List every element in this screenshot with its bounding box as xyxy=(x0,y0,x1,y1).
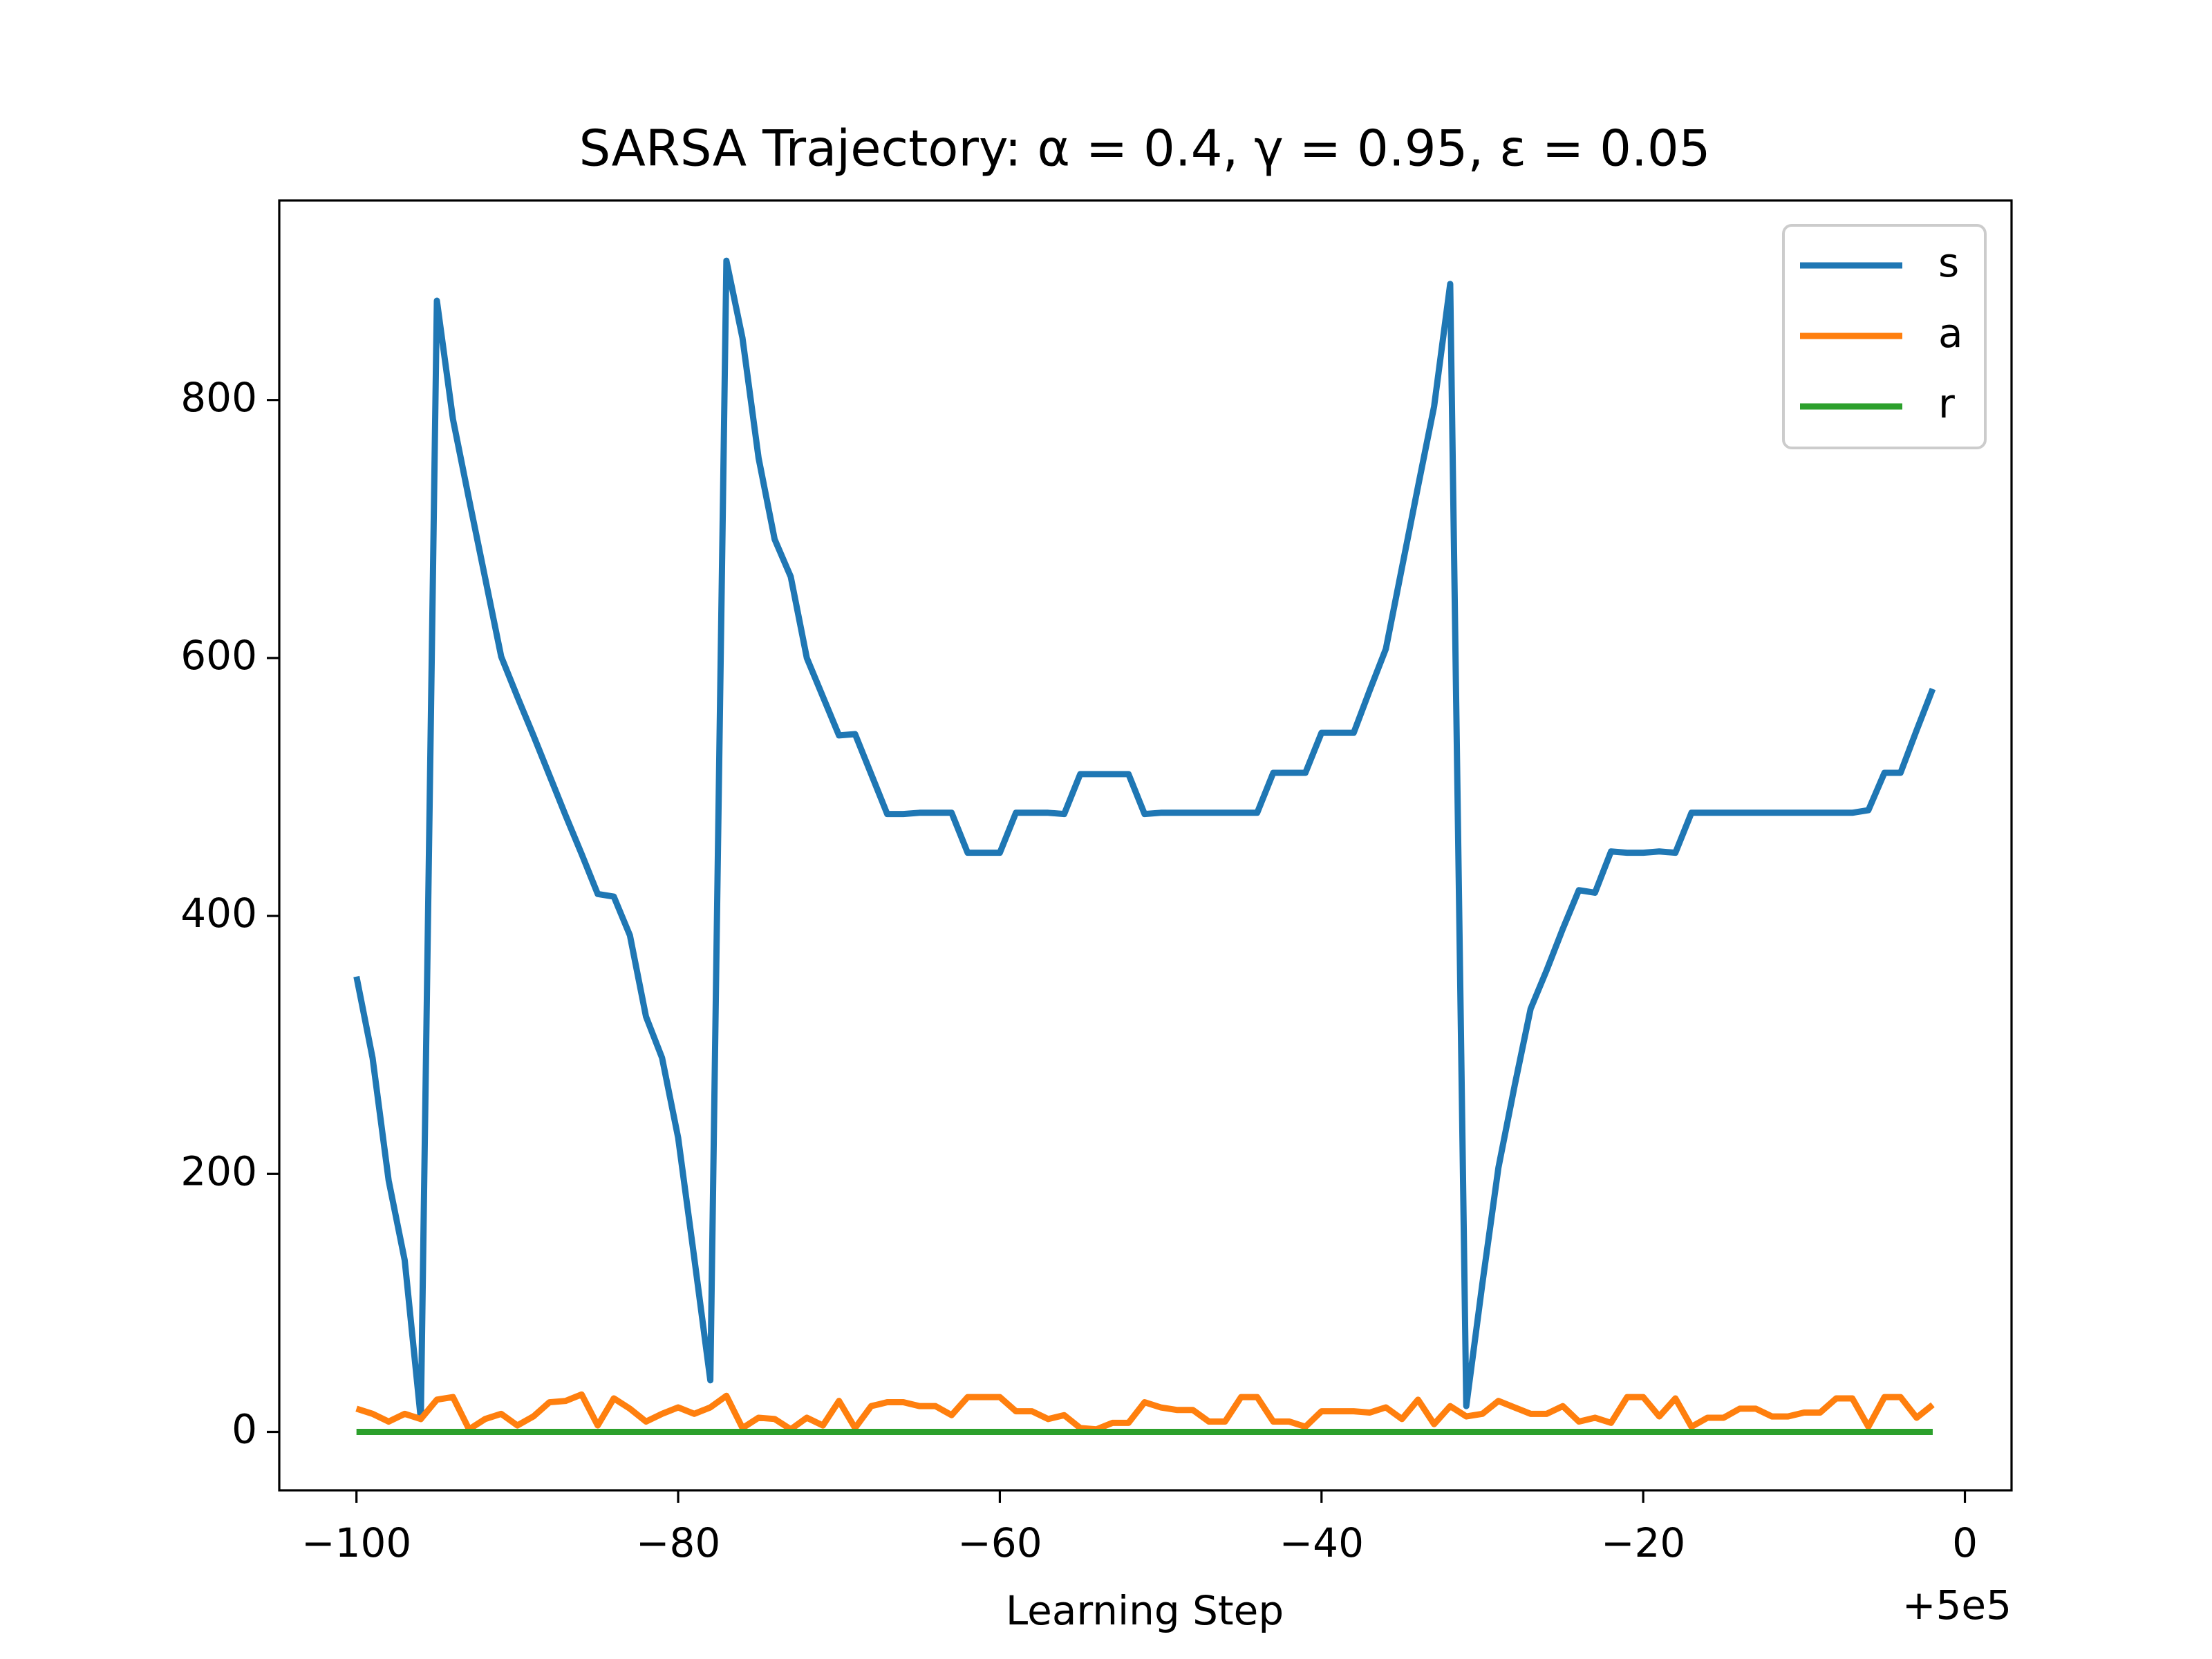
y-tick-label: 800 xyxy=(180,374,257,421)
legend-label: a xyxy=(1938,310,1963,357)
chart-title: SARSA Trajectory: α = 0.4, γ = 0.95, ε =… xyxy=(579,120,1711,178)
series-line xyxy=(353,257,1936,1423)
x-offset-text: +5e5 xyxy=(1902,1582,2012,1629)
x-tick-label: −20 xyxy=(1601,1519,1685,1566)
y-tick-label: 200 xyxy=(180,1147,257,1194)
x-tick-label: −60 xyxy=(957,1519,1042,1566)
x-tick-label: −100 xyxy=(301,1519,411,1566)
legend-label: r xyxy=(1938,380,1955,427)
x-tick-label: 0 xyxy=(1952,1519,1978,1566)
y-tick-label: 600 xyxy=(180,632,257,679)
y-tick-label: 400 xyxy=(180,890,257,937)
y-tick-label: 0 xyxy=(232,1406,257,1453)
legend-label: s xyxy=(1938,239,1959,286)
x-tick-label: −40 xyxy=(1280,1519,1364,1566)
x-axis-label: Learning Step xyxy=(1006,1587,1284,1634)
series-line xyxy=(355,1391,1935,1433)
plot-frame xyxy=(278,199,2013,1492)
x-tick-label: −80 xyxy=(636,1519,720,1566)
